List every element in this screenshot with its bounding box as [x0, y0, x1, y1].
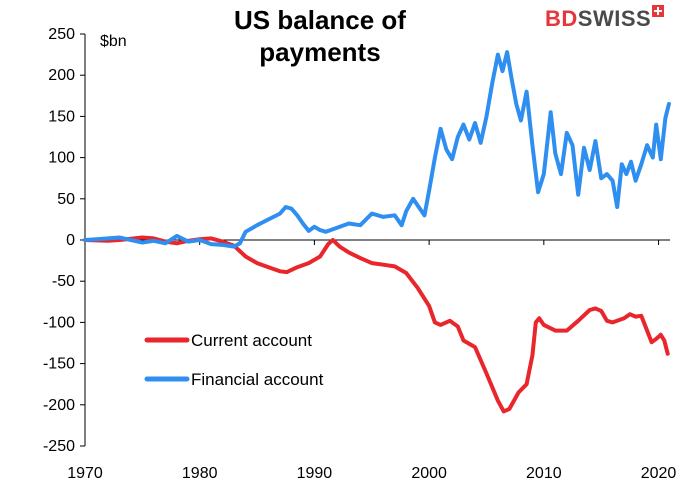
y-tick-label: 250: [48, 26, 75, 43]
y-tick-label: 200: [48, 67, 75, 84]
x-tick-label: 1970: [67, 465, 103, 482]
y-tick-label: 0: [66, 232, 75, 249]
chart-title: US balance of payments: [195, 4, 445, 68]
logo-text-swiss: SWISS: [577, 6, 652, 31]
swiss-cross-icon: [652, 5, 665, 17]
legend-financial-account-label: Financial account: [191, 370, 324, 389]
x-tick-label: 2000: [411, 465, 447, 482]
x-tick-label: 2020: [641, 465, 677, 482]
chart-title-line-2: payments: [259, 37, 381, 67]
legend-current-account-label: Current account: [191, 331, 312, 350]
y-tick-label: 100: [48, 150, 75, 167]
y-tick-label: -150: [43, 356, 75, 373]
y-unit-label: $bn: [100, 33, 127, 50]
x-tick-label: 1980: [182, 465, 218, 482]
x-tick-label: 1990: [297, 465, 333, 482]
logo-text-bd: BD: [545, 6, 578, 31]
chart-title-line-1: US balance of: [234, 5, 406, 35]
y-tick-label: -50: [52, 273, 75, 290]
y-tick-label: -100: [43, 314, 75, 331]
bdswiss-logo: BDSWISS: [545, 5, 665, 32]
x-tick-label: 2010: [526, 465, 562, 482]
y-tick-label: 50: [57, 191, 75, 208]
y-tick-label: 150: [48, 108, 75, 125]
y-tick-label: -200: [43, 397, 75, 414]
current-account-line: [83, 235, 670, 414]
financial-account-line: [83, 50, 671, 249]
y-tick-label: -250: [43, 438, 75, 455]
